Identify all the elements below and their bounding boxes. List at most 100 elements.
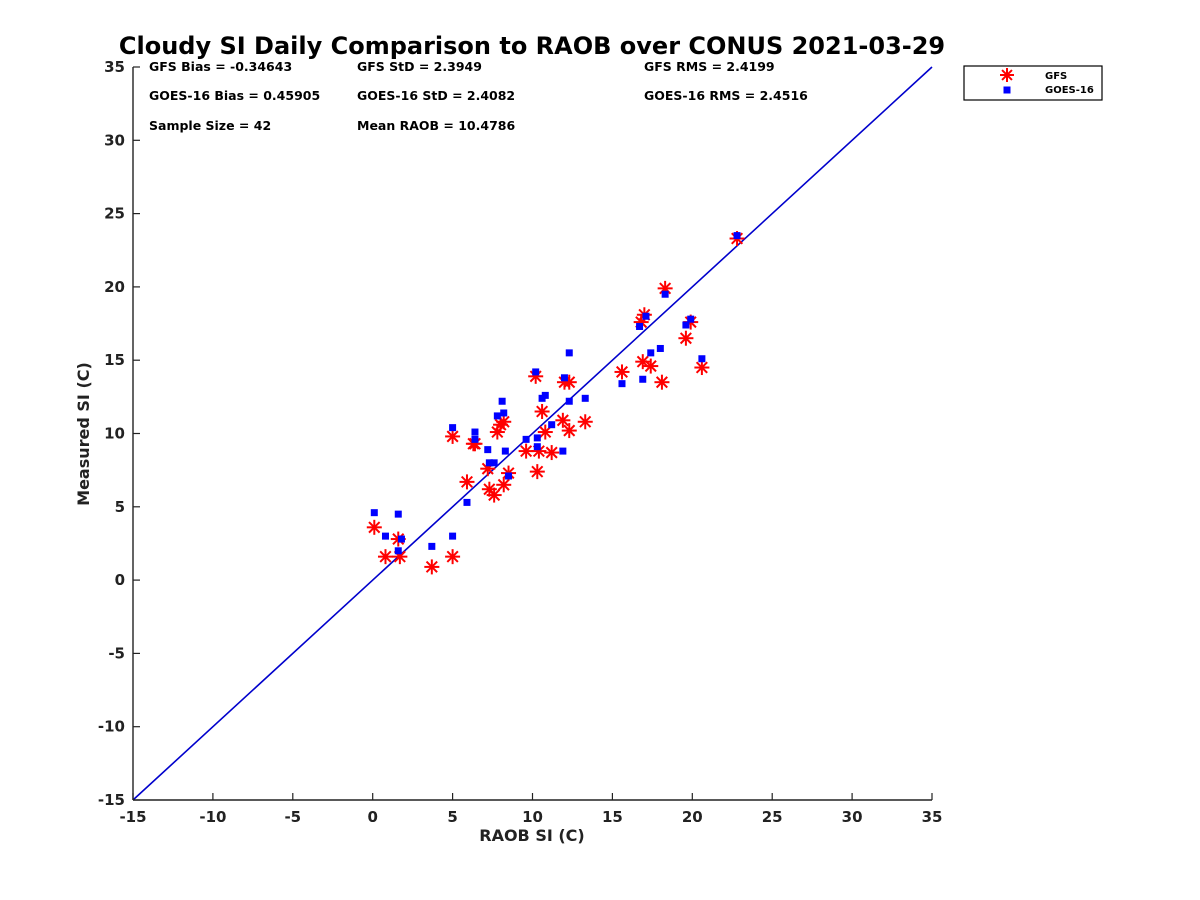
goes-16-point-24 xyxy=(541,391,549,399)
goes-16-point-0 xyxy=(370,509,378,517)
y-tick-label-0: -15 xyxy=(98,791,125,809)
legend-goes16-square xyxy=(1003,86,1011,94)
goes-16-point-29 xyxy=(565,397,573,405)
y-tick-label-2: -5 xyxy=(108,644,125,662)
stat-text-2: GFS RMS = 2.4199 xyxy=(644,59,775,74)
y-axis-label: Measured SI (C) xyxy=(74,362,93,506)
goes-16-point-28 xyxy=(565,349,573,357)
gfs-point-6 xyxy=(445,428,461,444)
axes-layer: -15 -10 -5 0 5 10 15 20 25 30 35 -15 -10 -5 0 5 10 15 20 25… xyxy=(98,58,943,826)
legend-goes16-label: GOES-16 xyxy=(1045,85,1094,96)
goes-16-point-8 xyxy=(463,498,471,506)
goes-16-point-13 xyxy=(490,459,498,467)
goes-16-point-15 xyxy=(498,397,506,405)
gfs-point-5 xyxy=(445,549,461,565)
x-tick-label-8: 25 xyxy=(762,808,783,826)
gfs-point-7 xyxy=(459,474,475,490)
goes-16-point-41 xyxy=(733,232,741,240)
x-tick-label-4: 5 xyxy=(447,808,457,826)
legend-gfs-marker xyxy=(1000,68,1014,82)
stat-text-1: GFS StD = 2.3949 xyxy=(357,59,482,74)
x-tick-label-10: 35 xyxy=(922,808,943,826)
stat-text-7: Mean RAOB = 10.4786 xyxy=(357,118,515,133)
x-tick-label-0: -15 xyxy=(119,808,146,826)
series-goes-16 xyxy=(370,232,741,555)
gfs-point-4 xyxy=(424,559,440,575)
gfs-point-30 xyxy=(614,364,630,380)
gfs-point-24 xyxy=(544,445,560,461)
x-tick-label-9: 30 xyxy=(842,808,863,826)
y-tick-label-7: 20 xyxy=(104,278,125,296)
y-tick-label-1: -10 xyxy=(98,718,125,736)
goes-16-point-33 xyxy=(639,375,647,383)
goes-16-point-36 xyxy=(656,344,664,352)
gfs-point-39 xyxy=(694,360,710,376)
gfs-point-28 xyxy=(561,423,577,439)
legend-box xyxy=(963,65,1103,101)
legend-gfs-asterisk xyxy=(1000,68,1014,82)
goes-16-point-14 xyxy=(493,412,501,420)
goes-16-point-40 xyxy=(698,355,706,363)
gfs-point-35 xyxy=(654,374,670,390)
goes-16-point-20 xyxy=(532,368,540,376)
y-tick-label-5: 10 xyxy=(104,425,125,443)
x-tick-label-7: 20 xyxy=(682,808,703,826)
goes-16-point-38 xyxy=(682,321,690,329)
goes-16-point-30 xyxy=(581,394,589,402)
stat-text-0: GFS Bias = -0.34643 xyxy=(149,59,292,74)
goes-16-point-21 xyxy=(533,443,541,451)
stat-text-4: GOES-16 StD = 2.4082 xyxy=(357,88,515,103)
stat-text-3: GOES-16 Bias = 0.45905 xyxy=(149,88,320,103)
y-tick-label-9: 30 xyxy=(104,131,125,149)
goes-16-point-32 xyxy=(636,322,644,330)
gfs-point-22 xyxy=(534,404,550,420)
goes-16-point-17 xyxy=(501,447,509,455)
gfs-point-23 xyxy=(537,424,553,440)
goes-16-point-39 xyxy=(687,315,695,323)
stat-text-5: GOES-16 RMS = 2.4516 xyxy=(644,88,808,103)
goes-16-point-4 xyxy=(397,535,405,543)
goes-16-point-3 xyxy=(394,547,402,555)
gfs-point-25 xyxy=(555,412,571,428)
goes-16-point-19 xyxy=(522,435,530,443)
gfs-point-12 xyxy=(486,487,502,503)
stats-layer: GFS Bias = -0.34643 GFS StD = 2.3949 GFS R… xyxy=(149,59,808,133)
y-tick-label-4: 5 xyxy=(115,498,125,516)
x-tick-label-5: 10 xyxy=(522,808,543,826)
gfs-point-0 xyxy=(366,519,382,535)
goes-16-point-25 xyxy=(548,421,556,429)
x-tick-label-3: 0 xyxy=(367,808,377,826)
goes-16-point-2 xyxy=(394,510,402,518)
gfs-point-20 xyxy=(529,464,545,480)
goes-16-point-35 xyxy=(647,349,655,357)
x-tick-label-1: -10 xyxy=(199,808,226,826)
goes-16-point-5 xyxy=(428,542,436,550)
goes-16-point-10 xyxy=(471,435,479,443)
gfs-point-16 xyxy=(496,477,512,493)
gfs-point-34 xyxy=(643,358,659,374)
goes-16-point-1 xyxy=(381,532,389,540)
series-gfs xyxy=(366,231,745,575)
gfs-point-29 xyxy=(577,414,593,430)
goes-16-point-22 xyxy=(533,434,541,442)
goes-16-point-37 xyxy=(661,290,669,298)
y-tick-label-8: 25 xyxy=(104,205,125,223)
gfs-point-37 xyxy=(678,330,694,346)
one-to-one-line xyxy=(132,66,933,801)
y-tick-label-3: 0 xyxy=(115,571,125,589)
goes-16-point-7 xyxy=(449,532,457,540)
y-tick-label-10: 35 xyxy=(104,58,125,76)
goes-16-point-9 xyxy=(471,428,479,436)
y-tick-label-6: 15 xyxy=(104,351,125,369)
legend: GFS GOES-16 xyxy=(963,65,1103,101)
goes-16-point-18 xyxy=(505,472,513,480)
legend-goes16-marker xyxy=(1003,86,1011,94)
goes-16-point-34 xyxy=(642,312,650,320)
goes-16-point-16 xyxy=(500,409,508,417)
goes-16-point-31 xyxy=(618,380,626,388)
gfs-point-1 xyxy=(377,549,393,565)
gfs-point-18 xyxy=(518,443,534,459)
legend-gfs-label: GFS xyxy=(1045,71,1067,82)
marks-layer xyxy=(366,231,745,575)
